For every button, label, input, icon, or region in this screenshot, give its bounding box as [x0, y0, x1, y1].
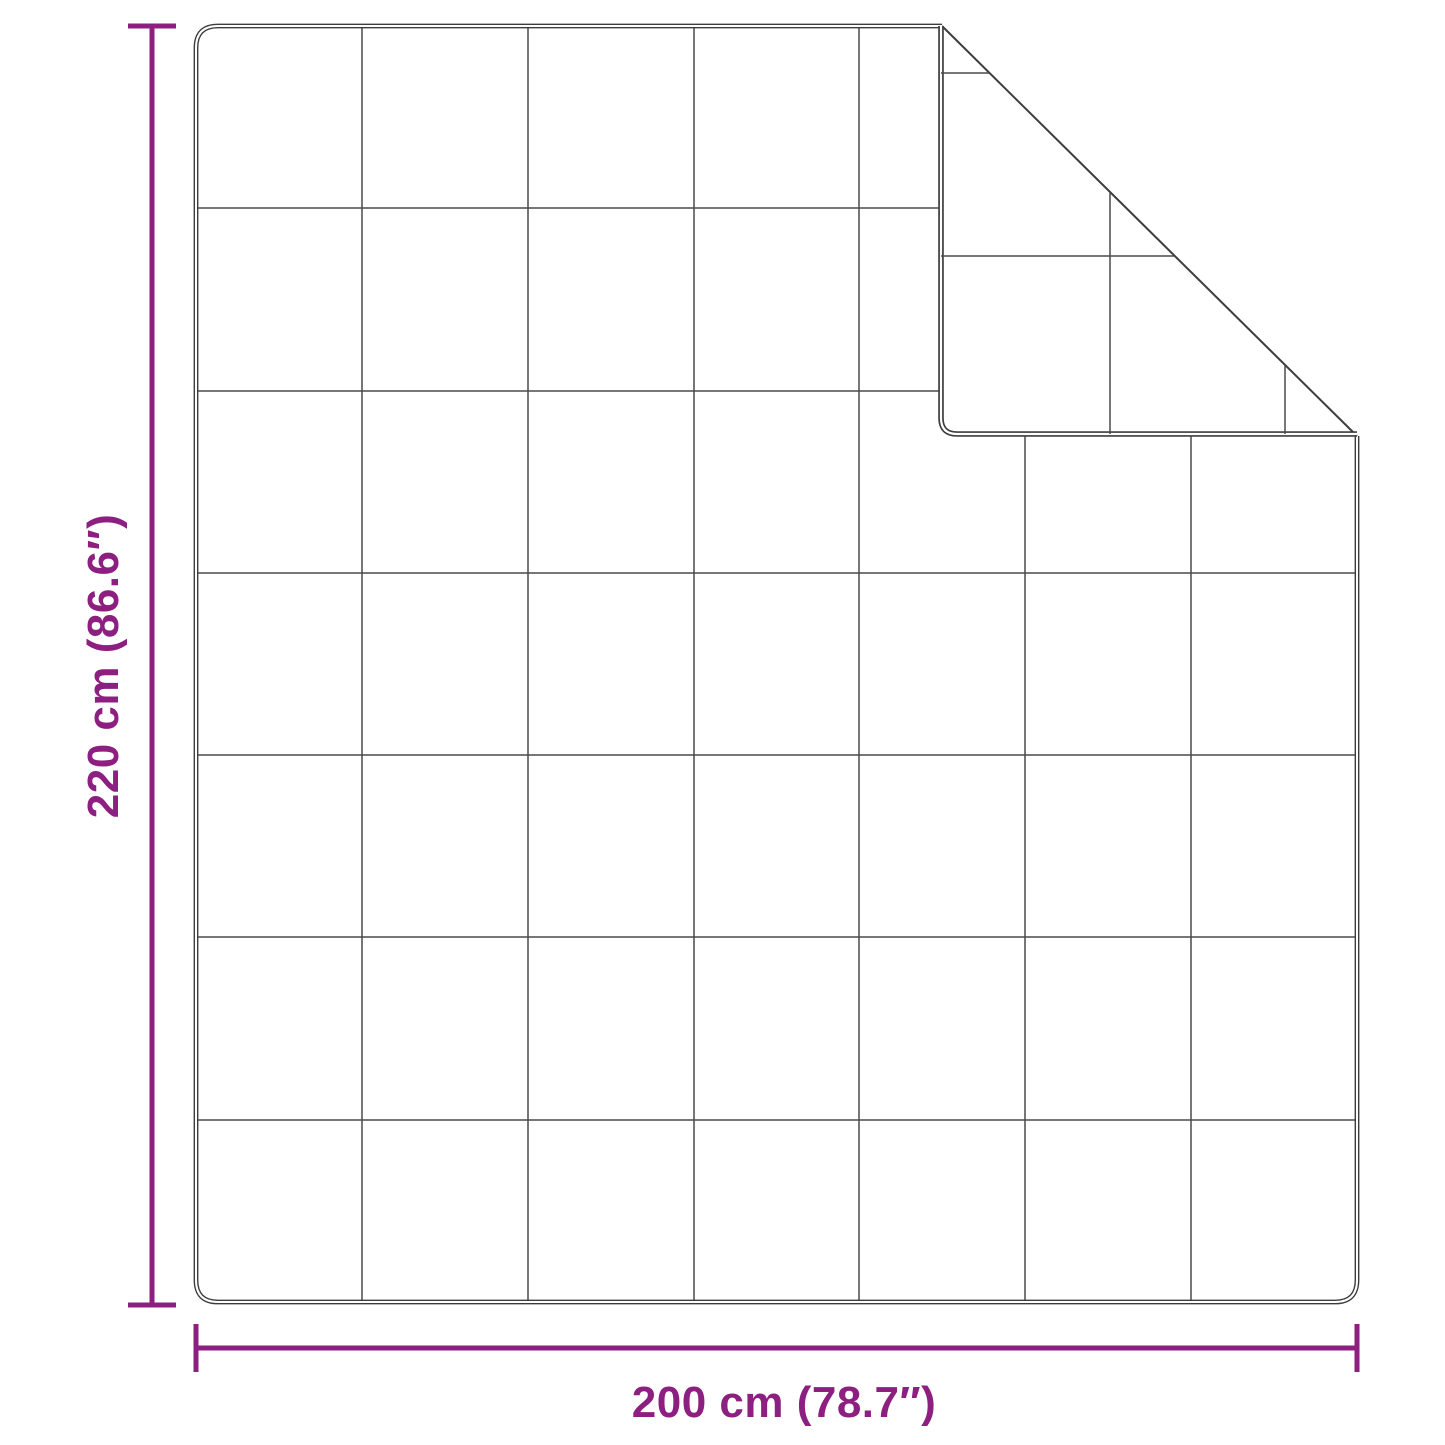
folded-corner-back-grid: [941, 72, 1286, 434]
height-dimension-label: 220 cm (86.6″): [79, 513, 128, 819]
folded-corner-hem: [938, 26, 1357, 437]
width-dimension-line: [193, 1324, 1360, 1372]
folded-corner-hem-core: [939, 26, 1357, 436]
blanket-outline: [193, 23, 1360, 1305]
height-dimension-line: [128, 23, 176, 1308]
blanket-outline-core: [195, 25, 1358, 1303]
blanket-outline-outer: [193, 23, 1360, 1305]
fold-crease-line: [941, 25, 1358, 437]
quilt-grid: [196, 26, 1357, 1302]
width-dimension-label: 200 cm (78.7″): [631, 1378, 937, 1427]
